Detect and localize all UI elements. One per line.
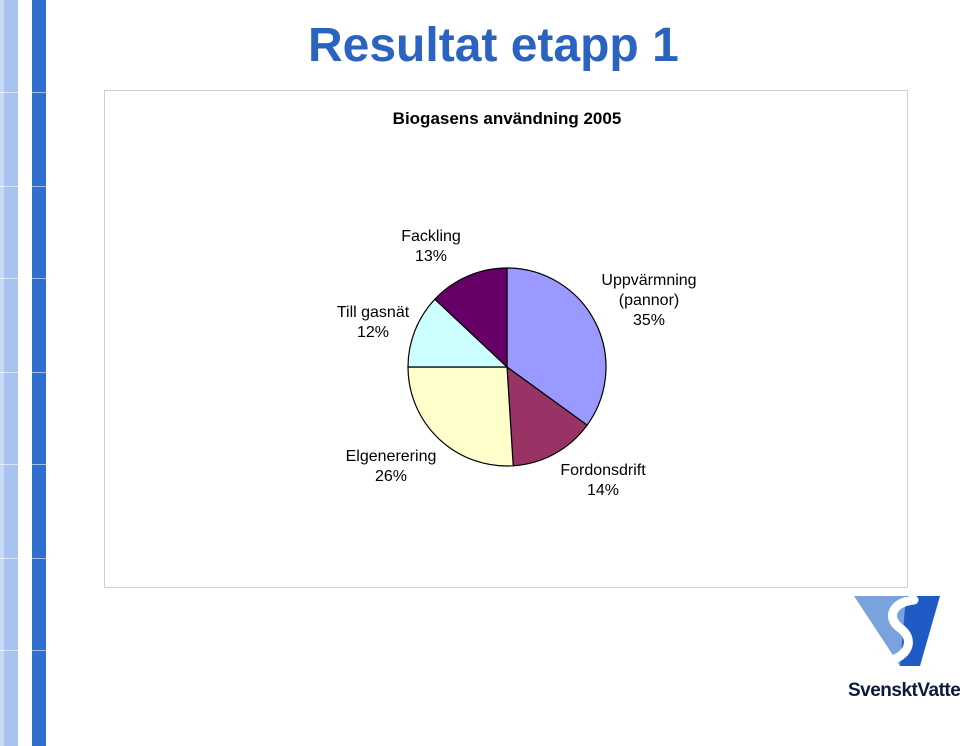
pie-slice-fordonsdrift [506,365,588,467]
pie-chart [407,267,607,467]
stripe-divider [0,558,52,559]
pie-slice-till-gasnat [407,298,509,368]
logo-mark-icon [854,595,940,666]
slice-percent: 13% [414,248,448,265]
slide-title: Resultat etapp 1 [308,19,679,72]
slice-percent: 26% [374,468,408,485]
stripe [46,0,52,746]
slice-label-fordonsdrift: Fordonsdrift 14% [560,461,645,501]
stripe-divider [0,650,52,651]
slice-name: Fackling [401,228,461,245]
slice-name: Uppvärmning [601,272,697,289]
stripe-divider [0,186,52,187]
slice-label-till-gasnat: Till gasnät 12% [337,303,409,343]
slice-name: Till gasnät [336,304,410,321]
slice-label-elgenerering: Elgenerering 26% [346,447,437,487]
slice-percent: 12% [356,324,390,341]
stripe [0,0,4,746]
stripe-divider [0,278,52,279]
slice-name: Fordonsdrift [560,462,646,479]
stripe-divider [0,92,52,93]
pie-slice-uppvarmning [506,267,607,427]
slice-percent: 14% [586,482,620,499]
slice-name-line2: (pannor) [618,292,680,309]
slice-name: Elgenerering [345,448,437,465]
left-stripes-decoration [0,0,52,746]
stripe [32,0,46,746]
stripe-divider [0,372,52,373]
chart-frame: Biogasens användning 2005 Uppvärmning (p… [104,90,908,588]
pie-slice-fackling [433,267,508,369]
logo-wordmark: SvensktVatten [848,680,960,701]
stripe [18,0,32,746]
svenskt-vatten-logo: SvensktVatten [848,588,960,738]
chart-title: Biogasens användning 2005 [392,109,622,128]
stripe [4,0,18,746]
slice-label-fackling: Fackling 13% [401,227,461,267]
slice-label-uppvarmning: Uppvärmning (pannor) 35% [601,271,696,331]
pie-slice-elgenerering [407,366,514,467]
slice-percent: 35% [632,312,666,329]
stripe-divider [0,464,52,465]
